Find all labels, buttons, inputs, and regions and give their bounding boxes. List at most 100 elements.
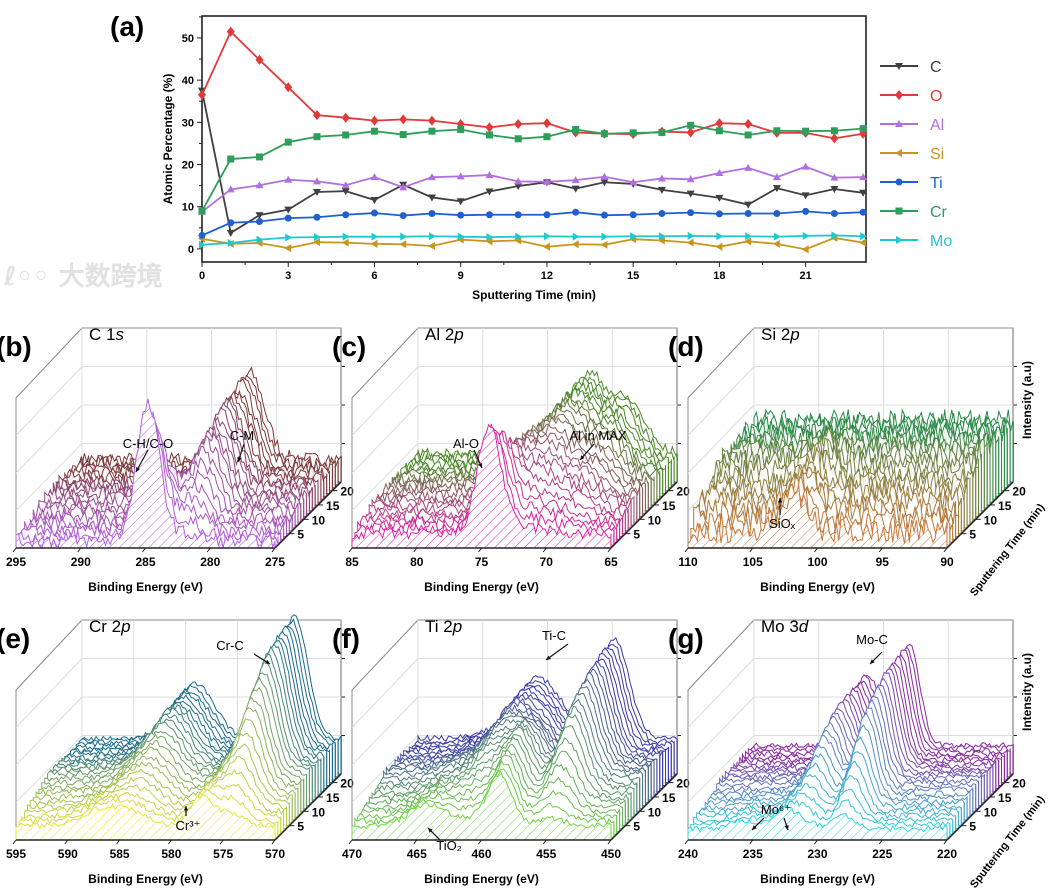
- data-point: [284, 206, 293, 214]
- grid-line: [351, 404, 419, 474]
- x-tick-label: 275: [265, 555, 285, 569]
- legend-item-si: Si: [880, 146, 944, 163]
- data-point: [285, 233, 293, 242]
- depth-tick-label: 5: [297, 528, 304, 542]
- series-line: [201, 234, 864, 246]
- data-point: [686, 127, 695, 138]
- x-tick-label: 280: [200, 555, 220, 569]
- depth-tick-label: 10: [312, 805, 326, 819]
- orbital-label: p: [453, 325, 463, 344]
- legend-marker: [896, 236, 903, 244]
- data-point: [716, 232, 724, 241]
- data-point: [600, 172, 609, 180]
- data-point: [457, 126, 465, 134]
- depth-tick-label: 5: [969, 528, 976, 542]
- depth-tick-label: 20: [340, 485, 354, 499]
- annotation-label: Ti-C: [542, 628, 566, 643]
- data-point: [600, 211, 608, 219]
- intensity-label: Intensity (a.u): [1020, 653, 1034, 731]
- data-point: [370, 196, 379, 204]
- data-point: [715, 194, 724, 202]
- data-point: [457, 232, 465, 241]
- x-tick: [607, 839, 612, 845]
- x-tick: [684, 839, 689, 845]
- spectrum-trace: [707, 724, 968, 821]
- data-point: [485, 188, 494, 196]
- x-tick-label: 220: [937, 847, 957, 861]
- x-axis-label: Binding Energy (eV): [88, 580, 203, 594]
- x-tick-label: 450: [601, 847, 621, 861]
- data-point: [428, 127, 436, 135]
- x-tick-label: 575: [213, 847, 233, 861]
- grid-line: [687, 696, 755, 766]
- data-point: [802, 127, 810, 135]
- data-point: [686, 175, 695, 183]
- series-line: [201, 124, 864, 212]
- data-point: [658, 209, 666, 217]
- panel-title: Mo 3d: [761, 617, 809, 636]
- data-point: [772, 239, 780, 248]
- x-tick-label: 225: [872, 847, 892, 861]
- legend-marker: [895, 63, 903, 70]
- legend-marker: [895, 207, 903, 215]
- data-point: [744, 201, 753, 209]
- legend-label: Al: [930, 117, 944, 134]
- x-axis-label: Sputtering Time (min): [472, 288, 596, 302]
- x-tick: [142, 547, 146, 553]
- data-point: [255, 181, 264, 189]
- data-point: [485, 237, 493, 246]
- series-al: [198, 162, 868, 215]
- data-point: [514, 211, 522, 219]
- data-point: [630, 232, 638, 241]
- data-point: [715, 168, 724, 176]
- data-point: [427, 173, 436, 181]
- grid-line: [351, 696, 419, 766]
- depth-tick-label: 20: [1012, 485, 1026, 499]
- data-point: [341, 188, 350, 196]
- grid-line: [351, 443, 419, 511]
- data-point: [745, 232, 753, 241]
- data-point: [744, 131, 752, 139]
- data-point: [198, 231, 206, 239]
- data-point: [255, 212, 264, 220]
- x-tick-label: 240: [678, 847, 698, 861]
- element-label: C 1: [89, 325, 115, 344]
- series-cr: [198, 121, 867, 215]
- panel-label: (d): [668, 331, 704, 362]
- data-point: [687, 121, 695, 129]
- depth-tick-label: 10: [648, 513, 662, 527]
- data-point: [514, 177, 523, 185]
- data-point: [571, 185, 580, 193]
- data-point: [456, 172, 465, 180]
- data-point: [485, 122, 494, 133]
- grid-line: [687, 735, 755, 803]
- watermark-text: 大数跨境: [58, 262, 163, 292]
- x-tick: [219, 839, 224, 845]
- depth-tick-label: 5: [633, 528, 640, 542]
- data-point: [542, 118, 551, 129]
- x-tick: [116, 839, 120, 845]
- data-point: [370, 239, 378, 248]
- legend-marker: [895, 149, 902, 157]
- orbital-label: d: [799, 617, 809, 636]
- data-point: [399, 212, 407, 220]
- grid-line: [15, 443, 83, 511]
- arrow-head-icon: [478, 463, 483, 468]
- data-point: [399, 131, 407, 139]
- data-point: [859, 238, 867, 247]
- data-point: [514, 135, 522, 143]
- data-point: [456, 198, 465, 206]
- time-axis: [946, 481, 1014, 549]
- x-tick: [542, 547, 547, 553]
- data-point: [802, 231, 810, 240]
- peak-annotation: TiO₂: [427, 827, 462, 853]
- watermark-logo: ℓ◦◦ 大数跨境: [4, 262, 163, 292]
- data-point: [226, 185, 235, 193]
- x-tick-label: 15: [627, 270, 639, 282]
- annotation-label: C-H/C-O: [123, 436, 174, 451]
- data-point: [657, 236, 665, 245]
- x-tick-label: 465: [407, 847, 427, 861]
- x-tick: [814, 839, 818, 845]
- depth-tick-label: 10: [984, 513, 998, 527]
- data-point: [658, 232, 666, 241]
